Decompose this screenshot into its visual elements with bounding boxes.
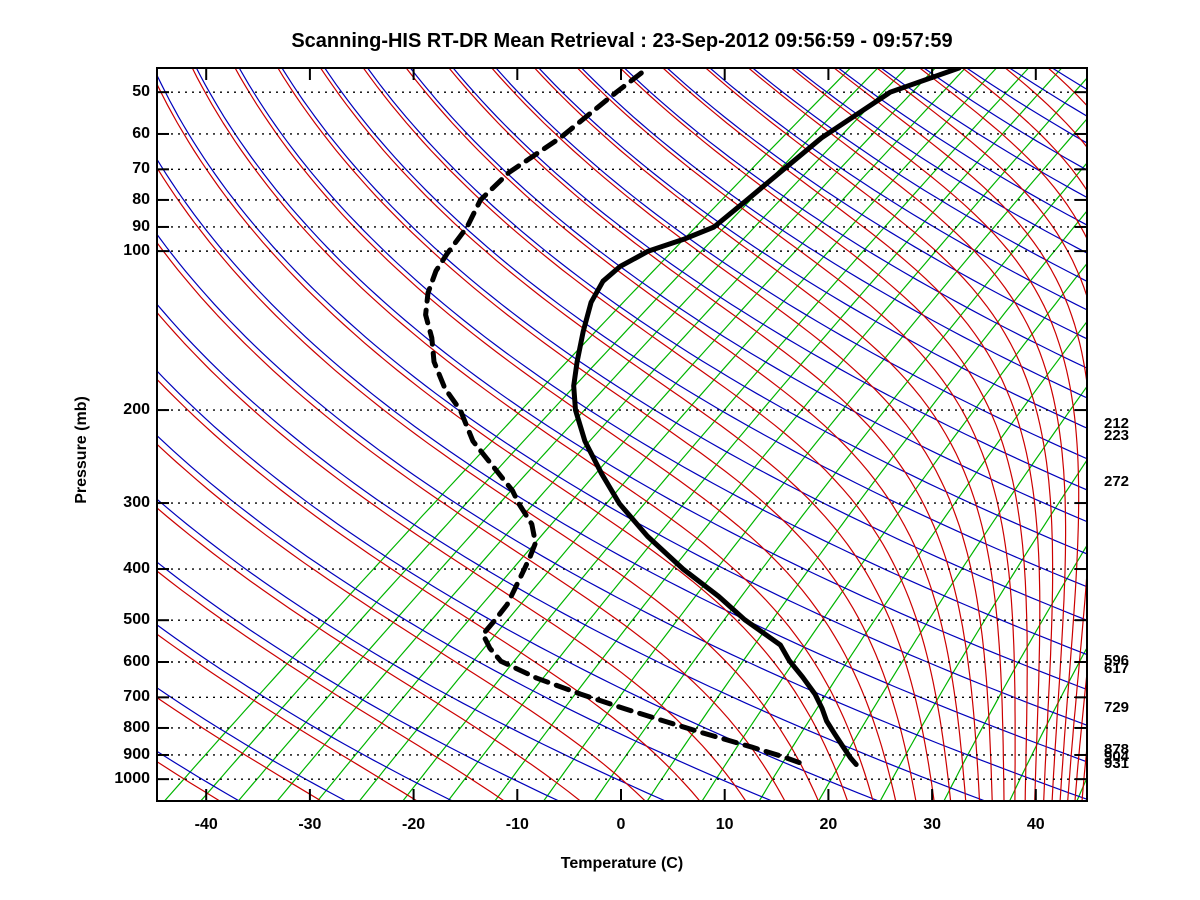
x-tick-label: 40 [1026, 816, 1045, 833]
y-tick-label: 1000 [114, 770, 150, 788]
x-tick-label: 10 [715, 816, 734, 833]
x-tick-label: -30 [298, 816, 322, 833]
mixing-ratio-lines [163, 68, 1087, 801]
x-tick-label: 20 [819, 816, 838, 833]
moist-adiabats [157, 68, 1087, 801]
x-tick-label: -10 [505, 816, 529, 833]
y-tick-label: 90 [132, 217, 150, 235]
plot-area [157, 68, 1087, 801]
y-tick-label: 60 [132, 124, 150, 142]
y-tick-label: 50 [132, 83, 150, 101]
y-tick-label: 80 [132, 190, 150, 208]
right-pressure-level-label: 729 [1104, 698, 1130, 716]
isobar-gridlines [157, 91, 1087, 780]
chart-title: Scanning-HIS RT-DR Mean Retrieval : 23-S… [291, 30, 953, 52]
right-pressure-level-label: 617 [1104, 660, 1130, 678]
dry-adiabats [157, 68, 1087, 801]
x-tick-label: -20 [402, 816, 426, 833]
y-tick-label: 600 [123, 653, 150, 670]
x-tick-label: -40 [194, 816, 218, 833]
y-tick-label: 800 [123, 718, 150, 736]
y-tick-label: 400 [123, 560, 150, 578]
y-tick-label: 500 [123, 611, 150, 629]
y-tick-label: 900 [123, 745, 150, 763]
y-tick-label: 70 [132, 160, 150, 178]
tick-marks [157, 68, 1087, 801]
y-tick-label: 200 [123, 401, 150, 419]
dew-point-profile [423, 70, 809, 768]
right-pressure-level-label: 272 [1104, 472, 1130, 490]
right-pressure-level-label: 931 [1104, 754, 1130, 772]
right-pressure-level-label: 212 [1104, 415, 1130, 433]
x-axis-label: Temperature (C) [560, 855, 684, 872]
right-pressure-level-label: 878 [1104, 741, 1130, 759]
x-tick-label: 0 [616, 816, 626, 833]
right-pressure-level-label: 223 [1104, 427, 1130, 445]
y-tick-label: 100 [123, 242, 150, 260]
y-tick-label: 300 [123, 494, 150, 512]
temperature-profile [571, 68, 962, 767]
x-tick-label: 30 [923, 816, 941, 833]
right-pressure-level-label: 904 [1104, 747, 1130, 765]
right-pressure-level-label: 596 [1104, 652, 1130, 670]
y-tick-label: 700 [123, 688, 150, 706]
